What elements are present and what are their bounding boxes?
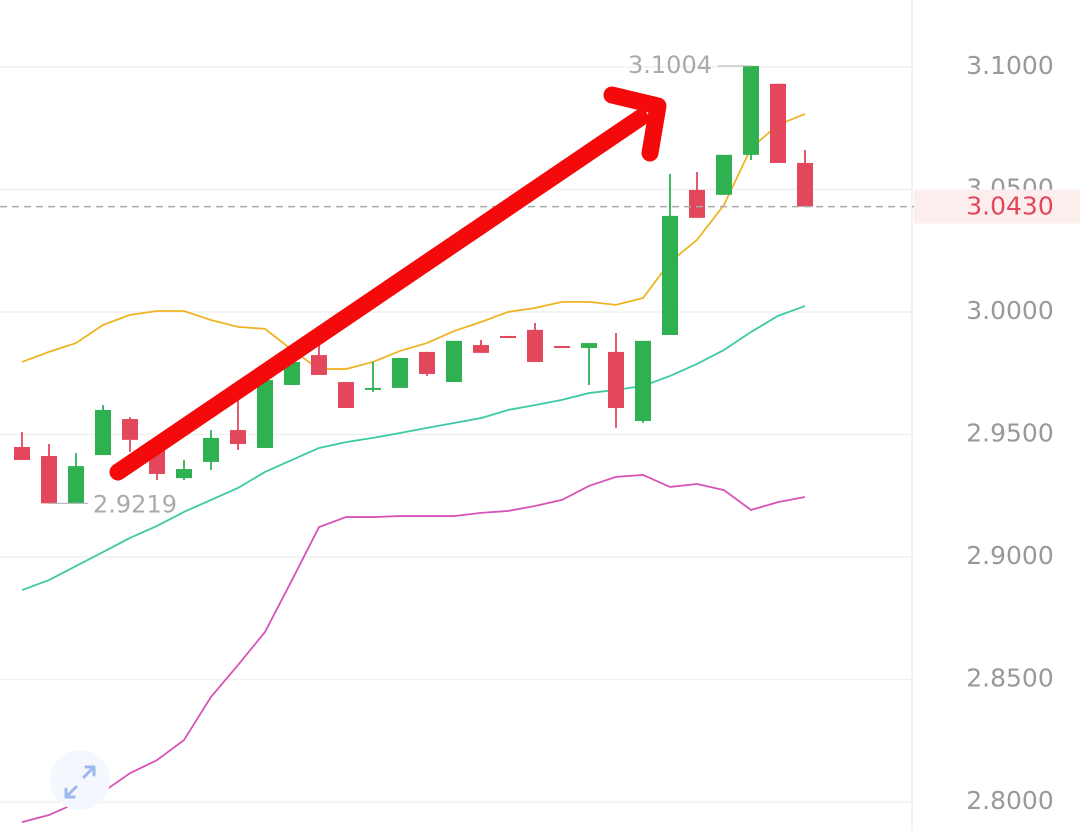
y-tick-label: 2.9000 (966, 541, 1053, 570)
min-label: 2.9219 (93, 490, 177, 518)
annotations: 3.1004 2.9219 (0, 51, 922, 518)
candle-body (203, 437, 219, 462)
candle-body (797, 162, 813, 207)
candle-body (500, 335, 516, 338)
candle-body (743, 65, 759, 155)
ma-line (21, 305, 806, 591)
y-tick-label: 3.0000 (966, 296, 1053, 325)
y-tick-label: 2.8500 (966, 664, 1053, 693)
candle-body (770, 83, 786, 163)
y-axis: 3.10003.05003.00002.95002.90002.85002.80… (914, 51, 1080, 815)
candle-body (176, 469, 192, 479)
last-price-label: 3.0430 (966, 192, 1053, 221)
candle-body (581, 343, 597, 348)
candle-body (392, 358, 408, 388)
expand-button[interactable] (50, 750, 110, 810)
candle-body (230, 430, 246, 445)
moving-averages (21, 113, 806, 824)
candle-body (689, 189, 705, 218)
candle-body (311, 355, 327, 375)
candle-body (68, 466, 84, 504)
y-tick-label: 3.1000 (966, 51, 1053, 80)
candle-body (554, 346, 570, 349)
candle-body (122, 419, 138, 440)
candle-body (662, 215, 678, 335)
ma-line (21, 474, 806, 824)
candle-body (95, 409, 111, 456)
candle-body (257, 380, 273, 448)
candle-body (365, 387, 381, 390)
candle-body (284, 361, 300, 385)
candles (14, 65, 813, 504)
candle-body (527, 329, 543, 362)
candle-body (473, 345, 489, 353)
candle-body (338, 382, 354, 409)
trend-arrow (109, 86, 667, 481)
candle-body (41, 456, 57, 504)
candle-body (635, 340, 651, 422)
ma-line (21, 113, 806, 370)
max-label: 3.1004 (628, 51, 712, 79)
last-price-tag (914, 189, 1080, 224)
candle-body (14, 446, 30, 460)
y-tick-label: 2.9500 (966, 418, 1053, 447)
y-tick-label: 2.8000 (966, 786, 1053, 815)
candle-body (608, 351, 624, 409)
candle-body (419, 351, 435, 374)
candle-body (446, 340, 462, 383)
candle-body (716, 154, 732, 195)
